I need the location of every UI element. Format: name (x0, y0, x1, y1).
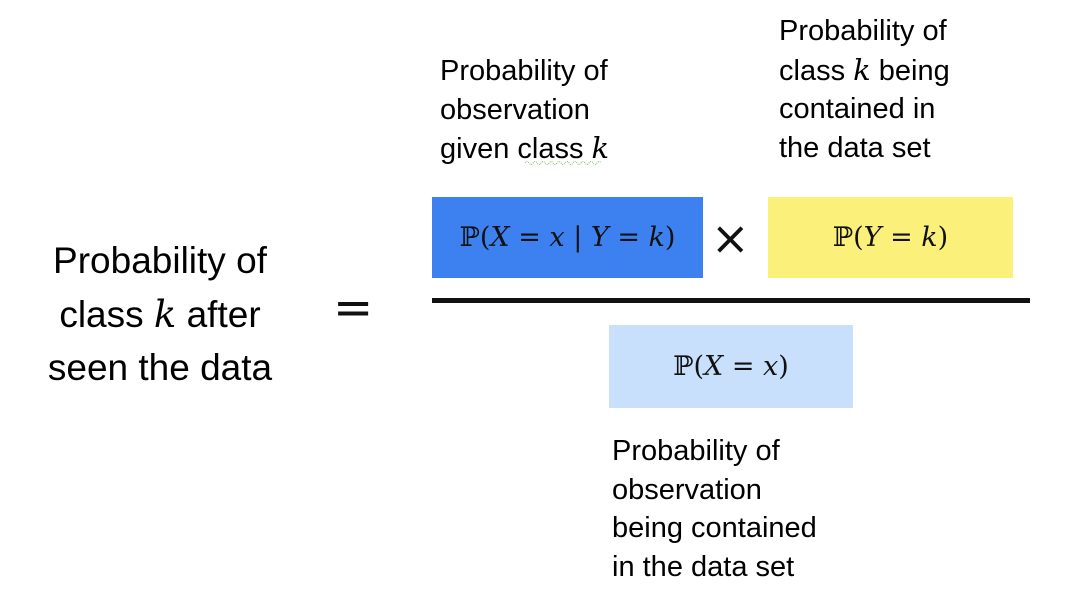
prior-formula: ℙ(Y = k) (832, 222, 949, 253)
prior-label: Probability of class k being contained i… (779, 12, 950, 167)
evidence-label-line2: observation (612, 473, 762, 506)
likelihood-label-line3: given class k (440, 131, 610, 166)
evidence-label-line3: being contained (612, 512, 817, 545)
prior-label-line1: Probability of (779, 15, 947, 47)
likelihood-label: Probability of observation given class k (440, 52, 609, 169)
posterior-label-line2: class k after (59, 292, 261, 336)
prior-label-line4: the data set (779, 131, 931, 164)
evidence-label-line4: in the data set (612, 550, 795, 583)
likelihood-label-line1: Probability of (440, 55, 608, 87)
prior-label-line2: class k being (779, 52, 950, 87)
posterior-label-line1: Probability of (53, 240, 267, 281)
fraction-line (432, 298, 1030, 303)
evidence-label: Probability of observation being contain… (612, 432, 817, 586)
spellcheck-squiggle (525, 161, 601, 165)
prior-label-line3: contained in (779, 93, 936, 126)
likelihood-box: ℙ(X = x | Y = k) (432, 197, 703, 278)
likelihood-formula: ℙ(X = x | Y = k) (459, 222, 676, 253)
evidence-box: ℙ(X = x) (609, 325, 853, 408)
posterior-label: Probability of class k after seen the da… (26, 234, 294, 395)
times-sign: × (711, 211, 750, 265)
prior-box: ℙ(Y = k) (768, 197, 1013, 278)
evidence-label-line1: Probability of (612, 435, 780, 467)
posterior-label-line3: seen the data (47, 347, 273, 389)
evidence-formula: ℙ(X = x) (673, 351, 789, 382)
equals-sign: = (333, 280, 374, 336)
likelihood-label-line2: observation (440, 93, 590, 126)
